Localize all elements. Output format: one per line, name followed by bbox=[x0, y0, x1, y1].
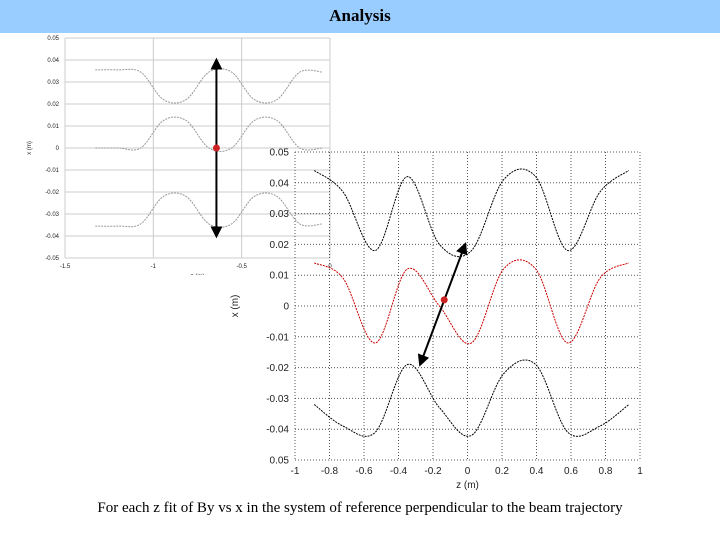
y-tick-label: 0.04 bbox=[47, 58, 59, 64]
y-tick-label: 0.05 bbox=[270, 456, 290, 467]
y-tick-label: 0.02 bbox=[270, 240, 290, 251]
x-tick-label: -1 bbox=[291, 466, 300, 477]
x-tick-label: -0.8 bbox=[321, 466, 339, 477]
large-chart: -1 -0.8 -0.6 -0.4 -0.2 0 0.2 0.4 0.6 0.8 1 0.05 0.04… bbox=[230, 148, 643, 491]
double-arrow bbox=[417, 242, 468, 367]
y-tick-label: 0.05 bbox=[47, 36, 59, 42]
y-tick-label: -0.01 bbox=[266, 332, 289, 343]
x-tick-label: 1 bbox=[637, 466, 643, 477]
x-tick-label: -0.2 bbox=[424, 466, 442, 477]
fit-point-marker bbox=[212, 144, 220, 152]
x-tick-label: 0.4 bbox=[530, 466, 544, 477]
y-tick-label: -0.02 bbox=[45, 190, 59, 196]
x-tick-label: 0 bbox=[465, 466, 471, 477]
y-tick-label: 0.01 bbox=[47, 124, 59, 130]
y-tick-label: 0.03 bbox=[270, 209, 290, 220]
y-tick-label: 0.03 bbox=[47, 80, 59, 86]
y-tick-label: 0.04 bbox=[270, 178, 290, 189]
x-tick-label: 0.6 bbox=[564, 466, 578, 477]
y-tick-label: 0 bbox=[283, 302, 289, 313]
y-tick-label: -0.02 bbox=[266, 363, 289, 374]
series-line-2 bbox=[314, 259, 630, 345]
y-tick-label: -0.04 bbox=[266, 425, 289, 436]
x-tick-label: -0.6 bbox=[355, 466, 373, 477]
series-line-3 bbox=[313, 359, 630, 437]
y-tick-label: -0.01 bbox=[45, 168, 59, 174]
y-tick-label: -0.03 bbox=[266, 394, 289, 405]
y-axis-label: x (m) bbox=[27, 141, 33, 155]
x-tick-label: -0.4 bbox=[390, 466, 408, 477]
series-line-2 bbox=[95, 116, 323, 152]
x-tick-label: -1 bbox=[151, 264, 157, 270]
x-axis-label: z (m) bbox=[456, 480, 479, 490]
x-tick-label: -0.5 bbox=[236, 264, 247, 270]
y-tick-label: 0.05 bbox=[270, 148, 290, 159]
y-tick-label: 0 bbox=[56, 146, 60, 152]
fit-point-marker bbox=[440, 296, 448, 304]
series-line-1 bbox=[313, 168, 630, 258]
caption: For each z fit of By vs x in the system … bbox=[97, 500, 623, 516]
small-chart: -1.5 -1 -0.5 0 0.05 0.04 0.03 0.02 0.01 0 -0.01 -0.… bbox=[27, 36, 332, 275]
y-tick-label: 0.01 bbox=[270, 271, 290, 282]
y-tick-label: 0.02 bbox=[47, 102, 59, 108]
y-tick-label: -0.04 bbox=[45, 234, 59, 240]
slide-title: Analysis bbox=[329, 6, 391, 25]
x-tick-label: -1.5 bbox=[60, 264, 71, 270]
title-bar bbox=[0, 0, 720, 33]
series-line-1 bbox=[95, 68, 323, 104]
x-tick-label: 0 bbox=[328, 264, 332, 270]
x-tick-label: 0.8 bbox=[599, 466, 613, 477]
series-line-3 bbox=[95, 192, 323, 228]
y-tick-label: -0.03 bbox=[45, 212, 59, 218]
y-axis-label: x (m) bbox=[230, 295, 241, 318]
x-axis-label: z (m) bbox=[191, 274, 205, 275]
y-tick-label: -0.05 bbox=[45, 256, 59, 262]
x-tick-label: 0.2 bbox=[495, 466, 509, 477]
